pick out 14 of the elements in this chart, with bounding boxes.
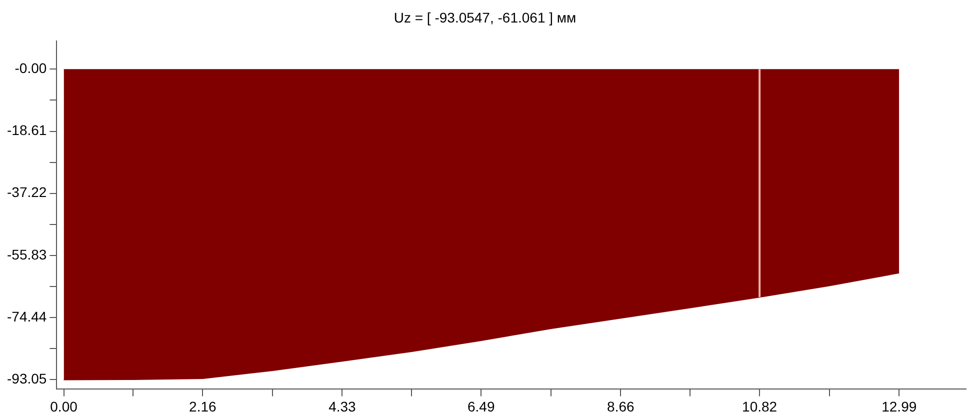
y-tick-label: -74.44: [6, 308, 47, 324]
y-tick-label: -37.22: [6, 184, 47, 200]
y-tick-label: -0.00: [14, 60, 47, 76]
chart-title: Uz = [ -93.0547, -61.061 ] мм: [394, 9, 576, 26]
y-tick-label: -55.83: [6, 246, 47, 262]
x-tick-label: 12.99: [882, 398, 917, 414]
x-tick-label: 2.16: [189, 398, 217, 414]
x-tick-label: 6.49: [468, 398, 495, 414]
y-tick-label: -93.05: [6, 370, 47, 387]
x-tick-label: 4.33: [328, 398, 356, 414]
x-tick-label: 8.66: [607, 398, 635, 414]
x-tick-label: 0.00: [50, 398, 78, 414]
x-tick-label: 10.82: [742, 398, 778, 414]
y-tick-label: -18.61: [6, 122, 47, 138]
